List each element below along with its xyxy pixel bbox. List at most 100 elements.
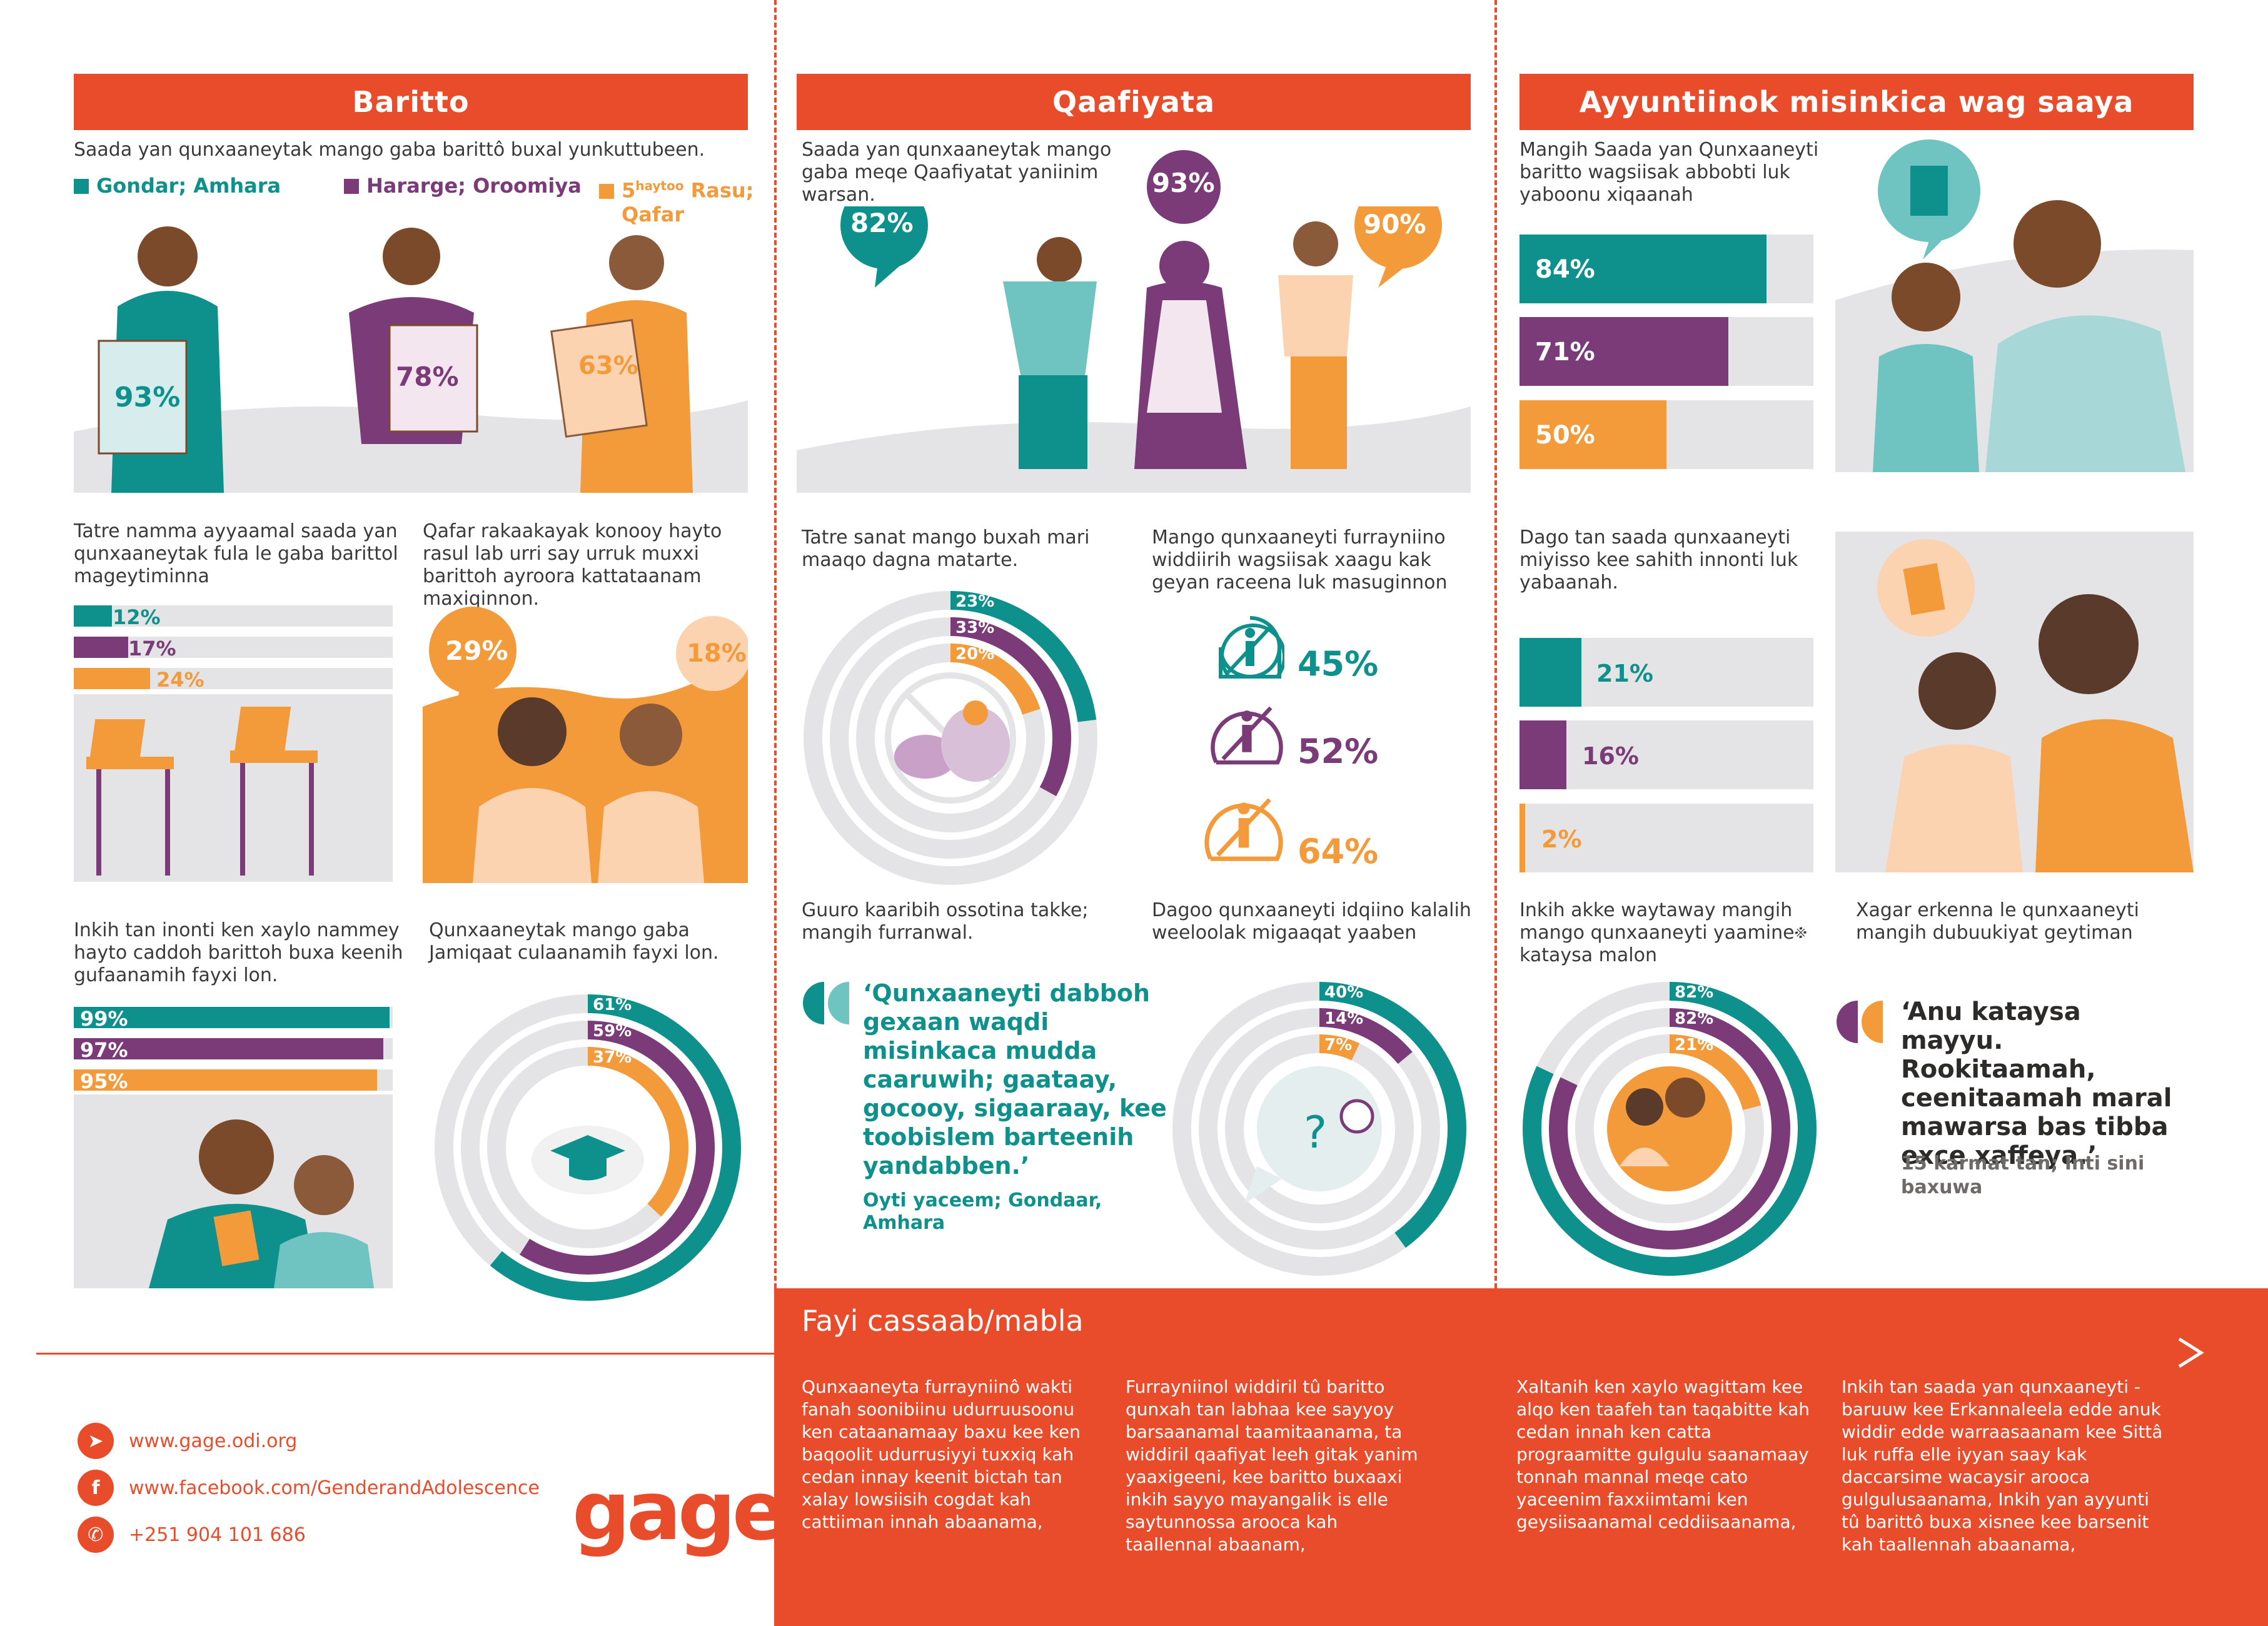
ring-arc (1523, 982, 1817, 1276)
legend-afar: 5haytoo Rasu; Qafar (599, 174, 753, 226)
mother-text: Inkih akke waytaway mangih mango qunxaan… (1520, 899, 1808, 966)
column-divider-right (1494, 0, 1497, 1288)
quote-mark-icon (1837, 1001, 1883, 1043)
health-illustration (797, 206, 1471, 493)
ring-label: 61% (593, 996, 632, 1014)
bar-fill (74, 1069, 377, 1091)
legend-label: 5 (622, 178, 636, 203)
ring-label: 82% (1675, 1009, 1713, 1028)
ring-label: 59% (593, 1022, 632, 1041)
ring-arc (1575, 1034, 1764, 1223)
footer-col-4: Inkih tan saada yan qunxaaneyti - baruuw… (1842, 1376, 2163, 1555)
facebook-icon: f (78, 1470, 114, 1506)
ring-arc (1172, 982, 1466, 1276)
footer-col-2: Furrayniinol widdiril tû baritto qunxah … (1126, 1376, 1418, 1555)
dropout-label: 12% (113, 605, 161, 629)
xagar-quote: ‘Anu kataysa mayyu. Rookitaamah, ceenita… (1901, 997, 2172, 1170)
friend-bar-afar (74, 1069, 393, 1091)
qafar-text: Qafar rakaakayak konooy hayto rasul lab … (423, 520, 722, 610)
friend-label: 99% (80, 1007, 128, 1031)
legend-swatch (74, 179, 89, 194)
contra-text: Dagoo qunxaaneyti idqiino kalalih weeloo… (1152, 899, 1471, 944)
bar-fill (1520, 235, 1767, 303)
footer-col-1: Qunxaaneyta furrayniinô wakti fanah soon… (802, 1376, 1081, 1532)
father-daughter-illustration (1835, 139, 2194, 472)
ring-label: 21% (1675, 1036, 1713, 1054)
column-divider-left (774, 0, 777, 1288)
menstr-icon-2 (1211, 706, 1283, 765)
bar-fill (74, 1038, 383, 1059)
bar-fill (1520, 720, 1567, 789)
svg-text:?: ? (1304, 1107, 1327, 1158)
health-pct-boy: 90% (1363, 209, 1426, 240)
violence-label: 2% (1541, 826, 1582, 853)
legend-label-line2: Qafar (622, 202, 685, 226)
contact-label: +251 904 101 686 (129, 1523, 306, 1546)
qafar-pct-1: 29% (445, 635, 508, 666)
ring-label: 7% (1324, 1036, 1352, 1054)
ring-arc (856, 644, 1045, 832)
contact-website[interactable]: ➤ www.gage.odi.org (78, 1423, 297, 1459)
hararge-pct: 78% (396, 361, 459, 392)
menstr-pct-1: 45% (1298, 644, 1379, 684)
health-pct-woman: 93% (1152, 168, 1215, 198)
bar-fill (1520, 804, 1526, 872)
father-bar-gondar (1520, 235, 1813, 303)
contact-phone[interactable]: ✆ +251 904 101 686 (78, 1517, 306, 1553)
xagar-text: Xagar erkenna le qunxaaneyti mangih dubu… (1856, 899, 2139, 944)
ring-arc (830, 617, 1071, 859)
father-label: 84% (1535, 255, 1595, 284)
mother-ring-chart: 82% 82% 21% (1523, 982, 1817, 1276)
legend-label: Gondar; Amhara (96, 174, 281, 198)
ring-arc (487, 1047, 688, 1248)
ring-label: 23% (955, 592, 994, 611)
section-header-ayyuntiinok: Ayyuntiinok misinkica wag saaya (1520, 74, 2194, 130)
dropout-bar-afar (74, 668, 393, 689)
baritto-intro: Saada yan qunxaaneytak mango gaba baritt… (74, 139, 705, 161)
ring-label: 37% (593, 1048, 632, 1067)
qafar-pct-2: 18% (687, 639, 747, 668)
mentor-illustration (74, 1094, 393, 1288)
ring-label: 14% (1324, 1009, 1363, 1028)
quote-mark-icon (803, 982, 849, 1024)
violence-bar-afar (1520, 804, 1813, 872)
footer-col-3: Xaltanih ken xaylo wagittam kee alqo ken… (1516, 1376, 1810, 1532)
mother-daughter-illustration (1835, 532, 2194, 872)
gage-logo: gage (572, 1463, 787, 1558)
health-pct-doctor: 82% (850, 208, 914, 238)
univ-text: Qunxaaneytak mango gaba Jamiqaat culaana… (429, 919, 719, 964)
bar-fill (1520, 400, 1666, 469)
bar-fill (1520, 638, 1581, 707)
ring-arc (1549, 1008, 1790, 1250)
guuro-text: Guuro kaaribih ossotina takke; mangih fu… (802, 899, 1089, 944)
bar-fill (74, 668, 151, 689)
bar-fill (74, 605, 113, 627)
health-bubble-purple (1147, 150, 1221, 224)
menstr-icon-1 (1219, 616, 1284, 679)
contact-facebook[interactable]: f www.facebook.com/GenderandAdolescence (78, 1470, 540, 1506)
violence-bar-hararge (1520, 720, 1813, 789)
father-bar-hararge (1520, 317, 1813, 386)
footer-arrow-line (36, 1353, 2200, 1355)
father-bar-afar (1520, 400, 1813, 469)
health-quote-attr: Oyti yaceem; Gondaar, Amhara (863, 1189, 1102, 1234)
food-text: Tatre sanat mango buxah mari maaqo dagna… (802, 527, 1090, 571)
arrow-head-icon (2178, 1337, 2204, 1368)
ring-arc (804, 591, 1097, 885)
desks-illustration (74, 694, 393, 882)
legend-label: Hararge; Oroomiya (366, 174, 582, 198)
gondar-pct: 93% (114, 381, 181, 413)
violence-label: 16% (1582, 742, 1639, 770)
menstr-icon-3 (1204, 798, 1283, 861)
section-header-qaafiyata: Qaafiyata (797, 74, 1471, 130)
friend-label: 97% (80, 1038, 128, 1062)
friend-bar-gondar (74, 1007, 393, 1028)
bar-fill (74, 637, 128, 658)
footer-title: Fayi cassaab/mabla (802, 1304, 1084, 1338)
legend-sup: haytoo (635, 178, 684, 193)
menstr-text: Mango qunxaaneyti furrayniino widdiirih … (1152, 527, 1448, 593)
health-quote: ‘Qunxaaneyti dabboh gexaan waqdi misinka… (863, 979, 1167, 1179)
violence-label: 21% (1596, 660, 1653, 687)
bar-fill (74, 1007, 390, 1028)
legend-hararge: Hararge; Oroomiya (344, 174, 582, 198)
